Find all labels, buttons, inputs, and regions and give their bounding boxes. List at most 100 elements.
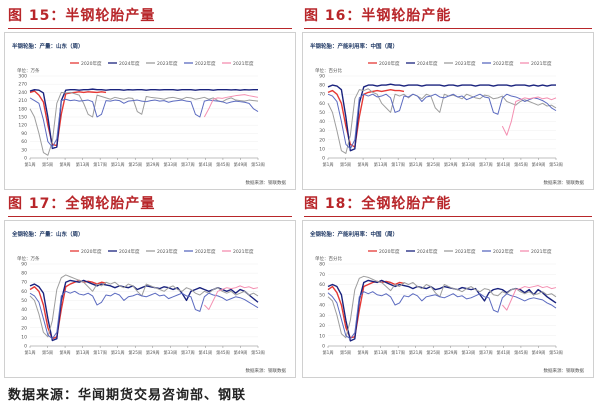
series-line xyxy=(203,285,259,311)
series-line xyxy=(29,88,258,150)
x-tick-label: 第45周 xyxy=(514,349,528,356)
figure-15-title: 图 15：半钢轮胎产量 xyxy=(8,8,156,24)
y-tick-label: 70 xyxy=(319,272,325,278)
legend-label: 2020年度 xyxy=(81,248,102,255)
x-tick-label: 第13周 xyxy=(374,349,388,356)
y-tick-label: 60 xyxy=(319,282,325,288)
series-line xyxy=(327,93,557,150)
y-tick-label: 300 xyxy=(18,74,27,80)
x-tick-label: 第33周 xyxy=(461,349,475,356)
series-line xyxy=(327,83,556,152)
figure-16-rule xyxy=(304,28,592,29)
x-tick-label: 第49周 xyxy=(234,349,248,356)
y-tick-label: 180 xyxy=(18,106,27,112)
chart-source: 数据来源：钢联数据 xyxy=(544,179,585,186)
x-tick-label: 第45周 xyxy=(216,161,230,168)
x-tick-label: 第45周 xyxy=(514,161,528,168)
legend-label: 2023年度 xyxy=(157,248,178,255)
legend-label: 2021年度 xyxy=(531,248,552,255)
y-tick-label: 10 xyxy=(319,333,325,339)
x-tick-label: 第25周 xyxy=(426,349,440,356)
y-unit: 单位：百分比 xyxy=(315,67,342,74)
x-tick-label: 第13周 xyxy=(76,349,90,356)
y-tick-label: 30 xyxy=(21,147,27,153)
x-tick-label: 第9周 xyxy=(358,349,369,356)
series-line xyxy=(327,88,405,148)
legend-label: 2024年度 xyxy=(119,60,140,67)
y-tick-label: 70 xyxy=(319,92,325,98)
figure-15-rule xyxy=(8,28,292,29)
legend-label: 2023年度 xyxy=(157,60,178,67)
x-tick-label: 第29周 xyxy=(146,161,160,168)
legend-label: 2021年度 xyxy=(233,248,254,255)
chart-title: 半钢轮胎：产能利用率：中国（周） xyxy=(310,42,398,50)
y-tick-label: 20 xyxy=(319,137,325,143)
y-tick-label: 50 xyxy=(21,298,27,304)
chart-frame xyxy=(4,32,296,190)
x-tick-label: 第45周 xyxy=(216,349,230,356)
x-tick-label: 第53周 xyxy=(549,349,563,356)
legend-label: 2023年度 xyxy=(455,60,476,67)
legend-label: 2024年度 xyxy=(417,60,438,67)
x-tick-label: 第29周 xyxy=(146,349,160,356)
x-tick-label: 第21周 xyxy=(111,349,125,356)
x-tick-label: 第5周 xyxy=(42,161,53,168)
x-tick-label: 第49周 xyxy=(234,161,248,168)
series-line xyxy=(501,285,557,311)
legend-label: 2022年度 xyxy=(195,248,216,255)
figure-18-title: 图 18：全钢轮胎产能 xyxy=(304,196,452,212)
x-tick-label: 第25周 xyxy=(128,161,142,168)
legend-label: 2022年度 xyxy=(195,60,216,67)
series-line xyxy=(327,291,557,340)
x-tick-label: 第17周 xyxy=(391,349,405,356)
chart-svg-16: 半钢轮胎：产能利用率：中国（周） 2020年度 2024年度 2023年度 2022年度… xyxy=(302,32,594,190)
chart-title: 全钢轮胎：产量：山东（周） xyxy=(11,230,84,238)
x-tick-label: 第13周 xyxy=(374,161,388,168)
x-tick-label: 第5周 xyxy=(340,349,351,356)
y-tick-label: 150 xyxy=(18,115,27,121)
x-tick-label: 第17周 xyxy=(93,161,107,168)
y-tick-label: 0 xyxy=(322,156,325,162)
series-line xyxy=(203,94,259,118)
legend-label: 2023年度 xyxy=(455,248,476,255)
chart-source: 数据来源：钢联数据 xyxy=(246,179,287,186)
footer-source: 数据来源：华闻期货交易咨询部、钢联 xyxy=(8,388,247,403)
series-line xyxy=(327,275,557,339)
x-tick-label: 第9周 xyxy=(358,161,369,168)
y-tick-label: 80 xyxy=(21,271,27,277)
chart-frame xyxy=(302,32,594,190)
chart-source: 数据来源：钢联数据 xyxy=(246,367,287,374)
y-tick-label: 0 xyxy=(24,344,27,350)
x-tick-label: 第9周 xyxy=(60,161,71,168)
x-tick-label: 第33周 xyxy=(163,161,177,168)
x-tick-label: 第53周 xyxy=(251,349,265,356)
y-tick-label: 0 xyxy=(24,156,27,162)
x-tick-label: 第5周 xyxy=(340,161,351,168)
y-tick-label: 90 xyxy=(21,131,27,137)
x-tick-label: 第17周 xyxy=(93,349,107,356)
x-tick-label: 第49周 xyxy=(532,349,546,356)
x-tick-label: 第1周 xyxy=(322,161,333,168)
x-tick-label: 第41周 xyxy=(497,349,511,356)
chart-frame xyxy=(302,220,594,378)
x-tick-label: 第9周 xyxy=(60,349,71,356)
x-tick-label: 第41周 xyxy=(199,161,213,168)
x-tick-label: 第33周 xyxy=(163,349,177,356)
chart-title: 全钢轮胎：产能利用率：中国（周） xyxy=(309,230,398,238)
y-unit: 单位：万条 xyxy=(17,255,40,262)
y-unit: 单位：万条 xyxy=(17,67,40,74)
x-tick-label: 第37周 xyxy=(181,349,195,356)
y-unit: 单位：百分比 xyxy=(315,255,342,262)
y-tick-label: 60 xyxy=(319,101,325,107)
y-tick-label: 10 xyxy=(319,146,325,152)
y-tick-label: 70 xyxy=(21,280,27,286)
y-tick-label: 0 xyxy=(322,344,325,350)
y-tick-label: 40 xyxy=(319,303,325,309)
x-tick-label: 第21周 xyxy=(409,349,423,356)
y-tick-label: 40 xyxy=(21,307,27,313)
y-tick-label: 10 xyxy=(21,334,27,340)
y-tick-label: 120 xyxy=(18,123,27,129)
x-tick-label: 第1周 xyxy=(24,349,35,356)
x-tick-label: 第21周 xyxy=(409,161,423,168)
x-tick-label: 第53周 xyxy=(549,161,563,168)
